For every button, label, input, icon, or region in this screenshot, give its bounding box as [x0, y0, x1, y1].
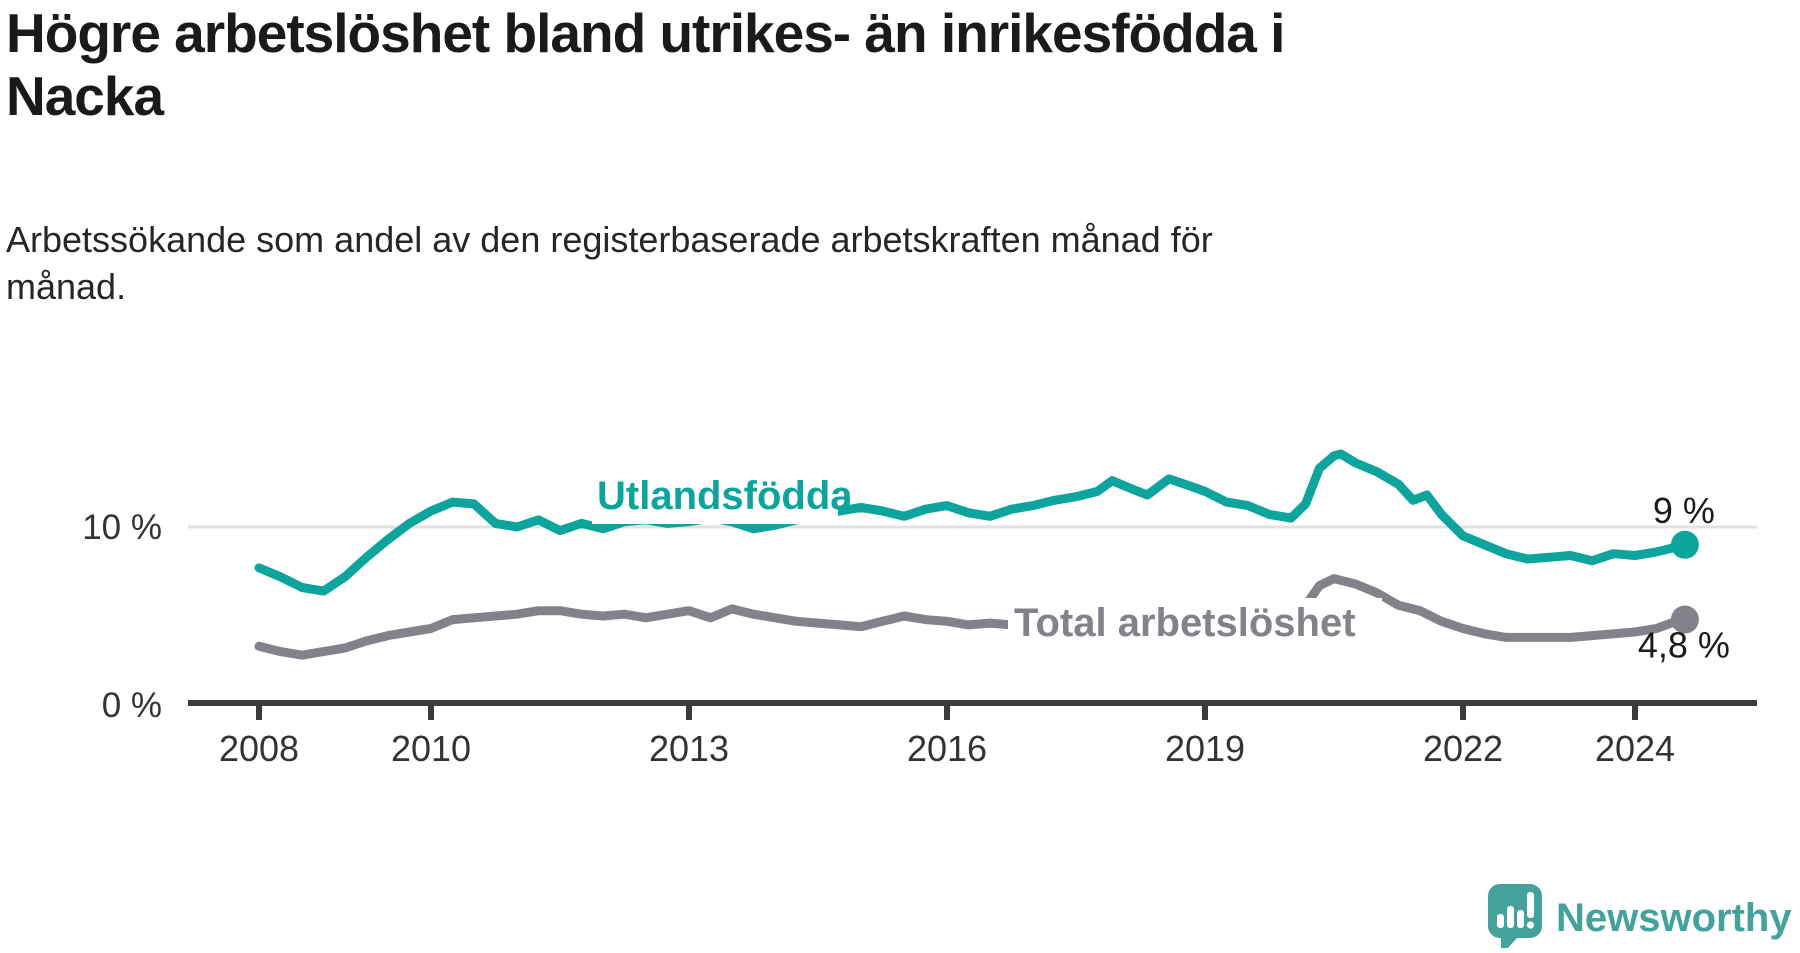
- y-tick-label-0: 0 %: [102, 686, 162, 725]
- series-end-value-utlandsfodda: 9 %: [1653, 490, 1715, 531]
- y-tick-label-10: 10 %: [82, 508, 162, 547]
- series-line-utlandsfodda: [254, 449, 1690, 596]
- logo-bubble-shape: [1488, 884, 1542, 951]
- series-label-total-arbetsloshet: Total arbetslöshet: [1014, 601, 1356, 645]
- series-layer: Utlandsfödda 9 % Total arbetslöshet 4,8 %: [254, 449, 1730, 666]
- chart-subtitle: Arbetssökande som andel av den registerb…: [6, 219, 1213, 307]
- x-tick-label: 2008: [219, 728, 299, 769]
- x-tick-label: 2024: [1595, 728, 1675, 769]
- chart-title: Högre arbetslöshet bland utrikes- än inr…: [6, 2, 1285, 127]
- x-tick-label: 2016: [907, 728, 987, 769]
- series-end-dot-utlandsfodda: [1670, 530, 1699, 559]
- series-label-halo-utlandsfodda: [592, 470, 838, 524]
- series-end-dot-total-arbetsloshet: [1670, 605, 1699, 634]
- logo-text: Newsworthy: [1556, 896, 1792, 940]
- x-axis-ticks: 2008 2010 2013 2016 2019 2022 2024: [219, 703, 1675, 769]
- x-tick-label: 2010: [391, 728, 471, 769]
- x-tick-label: 2013: [649, 728, 729, 769]
- logo-bar-chart-icon: [1497, 892, 1535, 929]
- x-tick-label: 2019: [1165, 728, 1245, 769]
- series-label-utlandsfodda: Utlandsfödda: [597, 474, 853, 518]
- series-line-total-arbetsloshet: [254, 574, 1690, 660]
- newsworthy-logo: Newsworthy: [1488, 884, 1792, 951]
- series-end-value-total-arbetsloshet: 4,8 %: [1638, 625, 1730, 666]
- series-label-halo-total-arbetsloshet: [1008, 598, 1382, 644]
- x-tick-label: 2022: [1423, 728, 1503, 769]
